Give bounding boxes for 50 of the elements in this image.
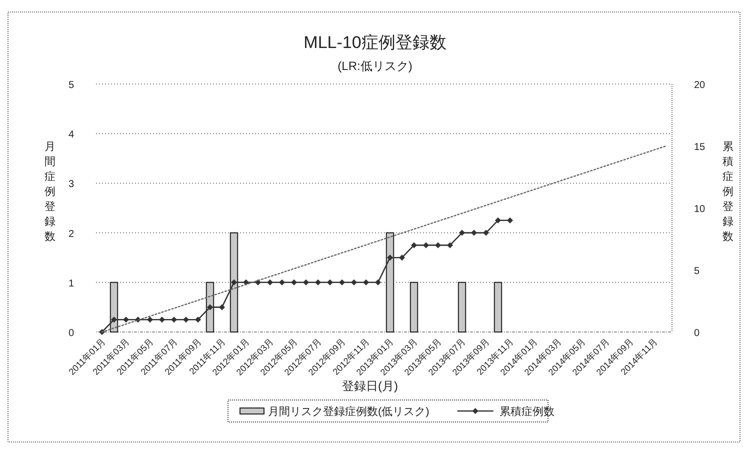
y2-tick-label: 20 [694,80,706,91]
point [195,316,201,323]
point [327,279,333,286]
y-tick-label: 4 [68,130,74,141]
point [483,230,489,236]
point [339,279,345,286]
y2-tick-label: 10 [694,204,706,215]
point [507,217,513,224]
y-tick-label: 2 [68,228,74,240]
point [459,230,465,236]
point [363,279,369,286]
y2-tick-label: 5 [694,266,700,277]
point [171,316,177,323]
chart-subtitle: (LR:低リスク) [338,59,412,73]
point [207,304,213,310]
y-axis-title: 月間症例登録数 [44,141,56,243]
point [267,279,273,286]
point [291,279,297,286]
point [423,242,429,248]
point [471,230,477,236]
legend-label: 累積症例数 [499,405,554,418]
x-axis-title: 登録日(月) [342,379,398,393]
legend-label: 月間リスク登録症例数(低リスク) [268,405,430,418]
point [387,254,393,261]
point [495,217,501,224]
y-tick-label: 5 [68,80,74,91]
point [375,279,381,286]
y2-tick-label: 0 [694,328,700,339]
y-tick-label: 0 [68,328,74,339]
point [243,279,249,286]
y-tick-label: 3 [68,179,74,190]
point [147,316,153,323]
point [159,316,165,323]
point [351,279,357,286]
point [219,304,225,310]
point [231,279,237,286]
y2-tick-label: 15 [694,142,706,153]
point [399,254,405,261]
point [111,316,117,323]
point [315,279,321,286]
point [303,279,309,286]
y-tick-label: 1 [68,278,74,290]
point [123,316,129,323]
y2-axis-title: 累積症例登録数 [722,141,734,243]
point [435,242,441,248]
point [411,242,417,248]
point [279,279,285,286]
chart-title: MLL-10症例登録数 [304,33,446,52]
point [447,242,453,248]
point [183,316,189,323]
